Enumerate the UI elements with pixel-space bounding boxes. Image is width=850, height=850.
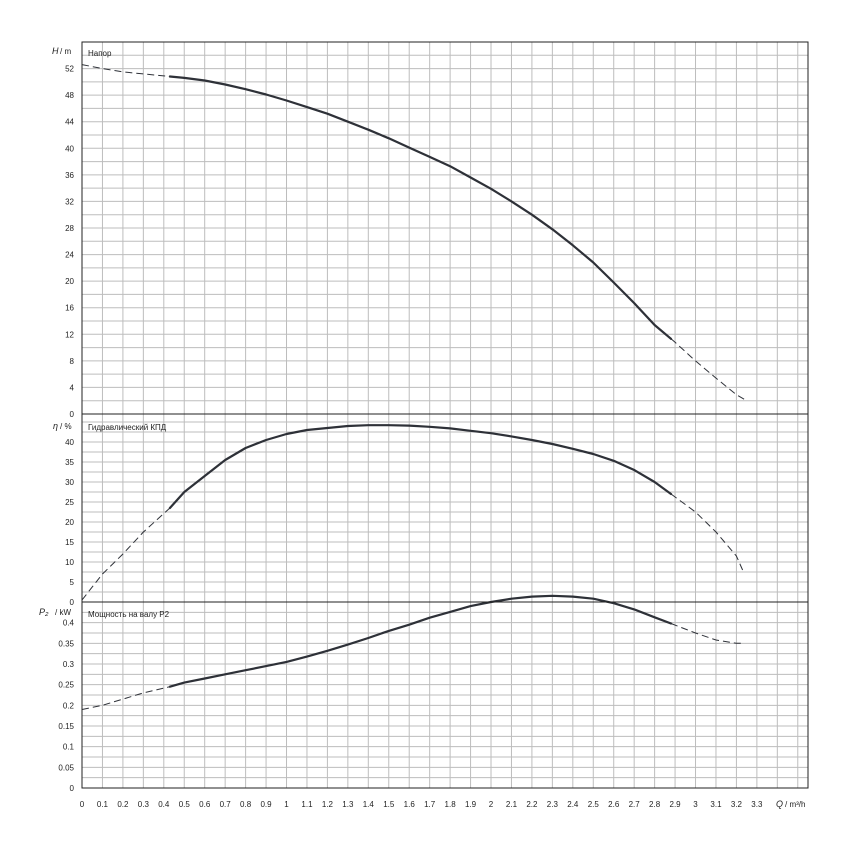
x-tick-label: 2.9 (670, 800, 682, 809)
x-tick-label: 0.3 (138, 800, 150, 809)
panel3-curve-segment-solid (168, 594, 673, 688)
y-tick-label: 44 (65, 118, 74, 127)
panel2-curve-segment-dashed-start (81, 507, 171, 601)
y-tick-label: 20 (65, 277, 74, 286)
y-tick-label: 5 (70, 578, 75, 587)
y-tick-label: 32 (65, 197, 74, 206)
y-tick-label: 40 (65, 144, 74, 153)
head-axis-unit: / m (60, 47, 71, 56)
x-tick-label: 1.6 (404, 800, 416, 809)
x-tick-label: 2 (489, 800, 494, 809)
panel3-curve-segment-dashed-start (81, 686, 171, 710)
y-tick-label: 36 (65, 171, 74, 180)
x-tick-label: 1.8 (445, 800, 457, 809)
x-tick-label: 0.4 (158, 800, 170, 809)
x-tick-label: 1.3 (342, 800, 354, 809)
panel2-curve-segment-dashed-end (670, 493, 744, 571)
panel3-curve-segment-dashed-end (670, 623, 743, 644)
efficiency-axis-unit: / % (60, 422, 72, 431)
y-tick-label: 24 (65, 251, 74, 260)
y-tick-label: 0.05 (58, 763, 74, 772)
panel1-curve-segment-solid (168, 75, 673, 340)
x-tick-label: 1.9 (465, 800, 477, 809)
flow-axis-unit: / m³/h (785, 800, 805, 809)
y-tick-label: 30 (65, 478, 74, 487)
power-axis-symbol: P₂ (39, 607, 49, 617)
x-tick-label: 2.1 (506, 800, 518, 809)
x-tick-label: 3.2 (731, 800, 743, 809)
x-tick-label: 0.8 (240, 800, 252, 809)
power-panel-title: Мощность на валу P2 (88, 610, 170, 619)
y-tick-label: 0.3 (63, 660, 75, 669)
x-tick-label: 0.5 (179, 800, 191, 809)
y-tick-label: 8 (70, 357, 75, 366)
y-tick-label: 15 (65, 538, 74, 547)
x-tick-label: 0.9 (260, 800, 272, 809)
x-tick-label: 3.1 (710, 800, 722, 809)
x-tick-label: 2.2 (526, 800, 538, 809)
y-tick-label: 4 (70, 383, 75, 392)
x-tick-label: 3.3 (751, 800, 763, 809)
x-tick-label: 1.1 (301, 800, 313, 809)
panel1-curve-segment-dashed-start (81, 64, 170, 77)
y-tick-label: 0 (70, 410, 75, 419)
tick-labels: 0481216202428323640444852051015202530354… (58, 65, 763, 809)
head-axis-symbol: H (52, 46, 59, 56)
y-tick-label: 0 (70, 598, 75, 607)
y-tick-label: 16 (65, 304, 74, 313)
x-tick-label: 0.1 (97, 800, 109, 809)
x-tick-label: 0 (80, 800, 85, 809)
y-tick-label: 48 (65, 91, 74, 100)
head-panel-title: Напор (88, 49, 112, 58)
y-tick-label: 0.15 (58, 722, 74, 731)
x-tick-label: 2.7 (629, 800, 641, 809)
y-tick-label: 35 (65, 458, 74, 467)
x-tick-label: 1.5 (383, 800, 395, 809)
x-tick-label: 2.4 (567, 800, 579, 809)
x-tick-label: 1.4 (363, 800, 375, 809)
y-tick-label: 40 (65, 438, 74, 447)
flow-axis-symbol: Q (776, 799, 783, 809)
efficiency-panel-title: Гидравлический КПД (88, 423, 167, 432)
y-tick-label: 0.1 (63, 743, 75, 752)
y-tick-label: 0.25 (58, 681, 74, 690)
y-tick-label: 10 (65, 558, 74, 567)
panel1-curve-segment-dashed-end (670, 338, 747, 402)
y-tick-label: 0.2 (63, 701, 75, 710)
x-tick-label: 3 (693, 800, 698, 809)
curves (81, 64, 747, 710)
x-tick-label: 2.5 (588, 800, 600, 809)
power-axis-unit: / kW (55, 608, 71, 617)
y-tick-label: 12 (65, 330, 74, 339)
x-tick-label: 2.6 (608, 800, 620, 809)
x-tick-label: 1.7 (424, 800, 436, 809)
y-tick-label: 28 (65, 224, 74, 233)
x-tick-label: 1.2 (322, 800, 334, 809)
x-tick-label: 0.7 (220, 800, 232, 809)
y-tick-label: 0.4 (63, 619, 75, 628)
x-tick-label: 0.6 (199, 800, 211, 809)
x-tick-label: 0.2 (117, 800, 129, 809)
y-tick-label: 0.35 (58, 639, 74, 648)
y-tick-label: 52 (65, 65, 74, 74)
y-tick-label: 20 (65, 518, 74, 527)
y-tick-label: 25 (65, 498, 74, 507)
panel2-curve-segment-solid (168, 424, 673, 510)
x-tick-label: 2.3 (547, 800, 559, 809)
grid (81, 41, 808, 789)
y-tick-label: 0 (70, 784, 75, 793)
efficiency-axis-symbol: η (53, 421, 58, 431)
frames (81, 41, 809, 789)
x-tick-label: 2.8 (649, 800, 661, 809)
x-tick-label: 1 (284, 800, 289, 809)
